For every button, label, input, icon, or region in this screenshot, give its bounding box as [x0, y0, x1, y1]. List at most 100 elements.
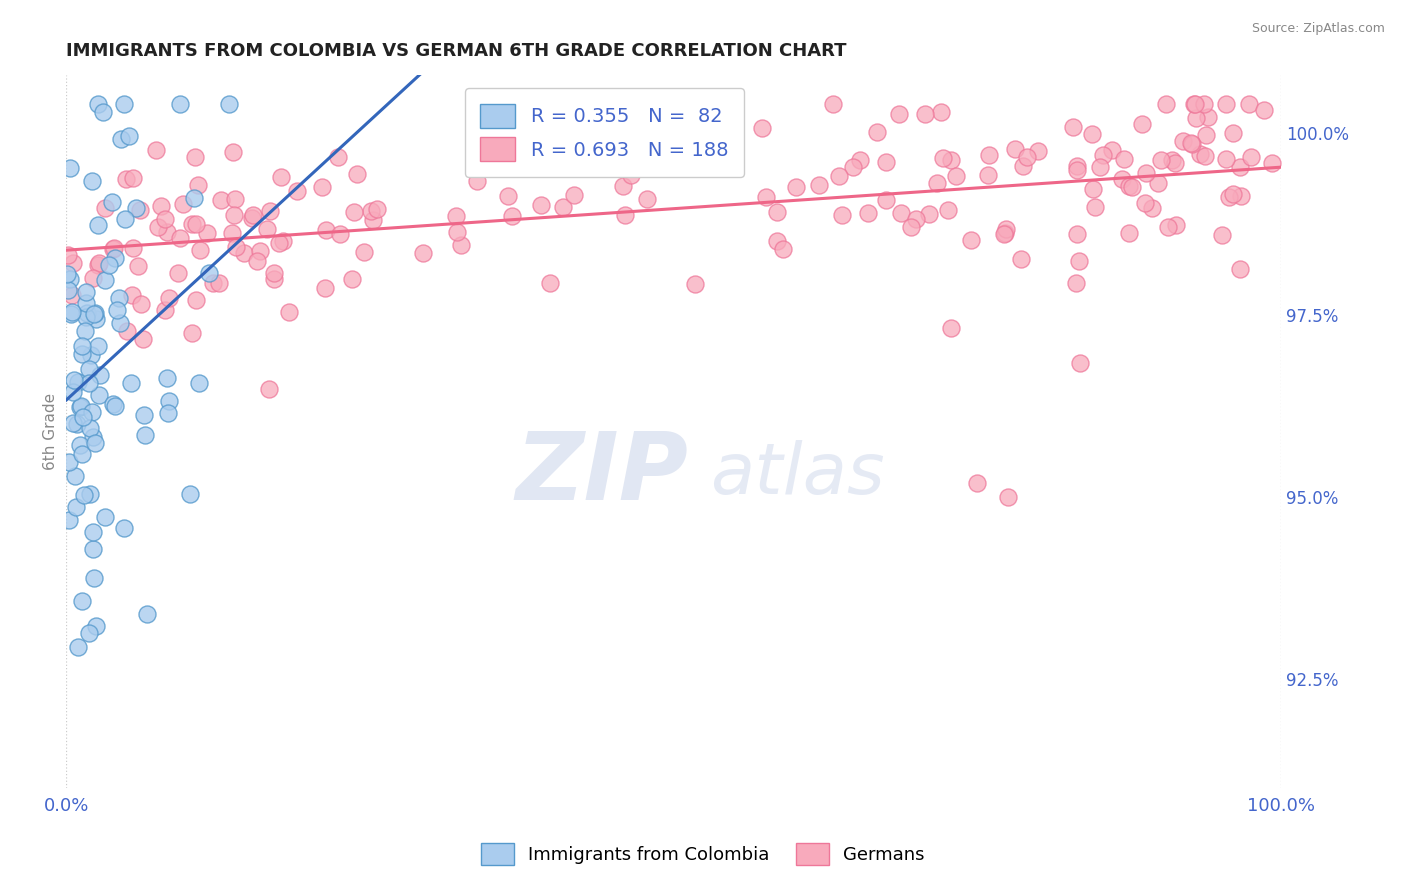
Point	[960, 233, 983, 247]
Point	[120, 376, 142, 390]
Text: Source: ZipAtlas.com: Source: ZipAtlas.com	[1251, 22, 1385, 36]
Point	[918, 207, 941, 221]
Point	[98, 258, 121, 272]
Point	[104, 251, 127, 265]
Point	[1211, 227, 1233, 242]
Point	[75, 310, 97, 324]
Point	[172, 196, 194, 211]
Point	[1114, 152, 1136, 166]
Point	[1121, 180, 1143, 194]
Point	[94, 202, 117, 216]
Point	[73, 488, 96, 502]
Point	[450, 238, 472, 252]
Point	[91, 105, 114, 120]
Point	[209, 193, 232, 207]
Point	[89, 388, 111, 402]
Point	[614, 208, 637, 222]
Point	[103, 242, 125, 256]
Point	[87, 97, 110, 112]
Point	[1069, 356, 1091, 370]
Point	[201, 276, 224, 290]
Point	[326, 150, 349, 164]
Point	[169, 97, 191, 112]
Point	[1194, 149, 1216, 163]
Point	[1081, 182, 1104, 196]
Point	[1229, 161, 1251, 175]
Point	[82, 430, 104, 444]
Point	[132, 409, 155, 423]
Point	[114, 212, 136, 227]
Point	[115, 324, 138, 338]
Point	[73, 324, 96, 338]
Point	[1229, 188, 1251, 202]
Point	[184, 150, 207, 164]
Point	[977, 147, 1000, 161]
Point	[157, 393, 180, 408]
Point	[60, 288, 83, 302]
Point	[1133, 196, 1156, 211]
Point	[683, 277, 706, 292]
Point	[59, 161, 82, 175]
Point	[124, 201, 146, 215]
Point	[1185, 111, 1208, 125]
Point	[1146, 176, 1168, 190]
Point	[70, 339, 93, 353]
Point	[122, 171, 145, 186]
Point	[188, 243, 211, 257]
Point	[72, 347, 94, 361]
Point	[83, 435, 105, 450]
Point	[69, 438, 91, 452]
Point	[84, 306, 107, 320]
Point	[157, 291, 180, 305]
Point	[343, 204, 366, 219]
Point	[65, 500, 87, 514]
Point	[977, 168, 1000, 182]
Point	[132, 332, 155, 346]
Point	[1157, 219, 1180, 234]
Point	[1091, 147, 1114, 161]
Point	[925, 176, 948, 190]
Point	[263, 266, 285, 280]
Point	[256, 222, 278, 236]
Point	[994, 226, 1017, 240]
Point	[932, 151, 955, 165]
Legend: Immigrants from Colombia, Germans: Immigrants from Colombia, Germans	[472, 834, 934, 874]
Point	[1188, 146, 1211, 161]
Point	[58, 513, 80, 527]
Point	[112, 521, 135, 535]
Point	[62, 384, 84, 399]
Point	[766, 205, 789, 219]
Point	[1195, 128, 1218, 142]
Point	[115, 172, 138, 186]
Point	[1215, 97, 1237, 112]
Point	[513, 156, 536, 170]
Point	[1010, 252, 1032, 266]
Point	[1218, 190, 1240, 204]
Point	[1171, 134, 1194, 148]
Point	[329, 227, 352, 241]
Point	[1192, 97, 1215, 112]
Point	[153, 302, 176, 317]
Point	[1118, 179, 1140, 194]
Point	[995, 222, 1018, 236]
Point	[146, 220, 169, 235]
Point	[1111, 172, 1133, 186]
Point	[841, 160, 863, 174]
Point	[169, 231, 191, 245]
Point	[993, 227, 1015, 242]
Point	[849, 153, 872, 168]
Point	[77, 376, 100, 390]
Point	[63, 373, 86, 387]
Point	[278, 305, 301, 319]
Point	[465, 173, 488, 187]
Point	[103, 241, 125, 255]
Point	[77, 625, 100, 640]
Point	[553, 153, 575, 168]
Point	[208, 276, 231, 290]
Point	[1066, 227, 1088, 242]
Point	[1222, 126, 1244, 140]
Point	[87, 259, 110, 273]
Point	[166, 266, 188, 280]
Point	[221, 226, 243, 240]
Point	[997, 490, 1019, 504]
